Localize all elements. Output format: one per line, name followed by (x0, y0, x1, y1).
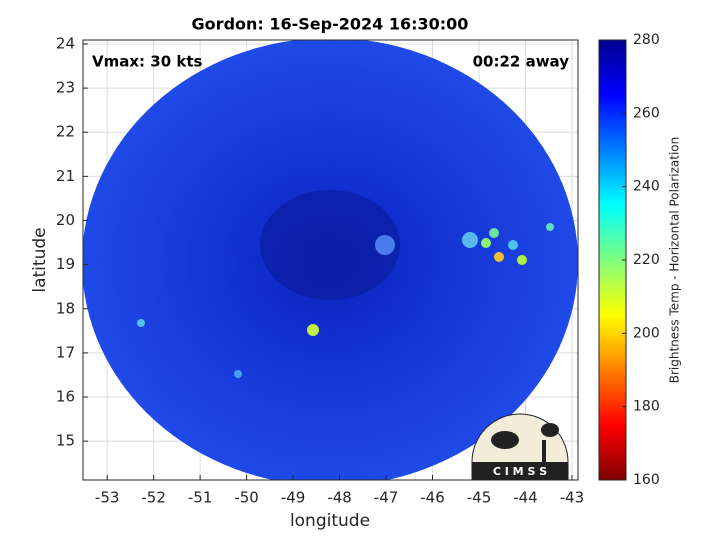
satellite-image (83, 40, 578, 480)
chart-title: Gordon: 16-Sep-2024 16:30:00 (192, 15, 469, 34)
plot-frame (82, 39, 579, 481)
colorbar-tick-label: 280 (633, 32, 660, 48)
x-tick-label: -50 (234, 489, 259, 507)
storm-core (260, 190, 400, 300)
y-tick-label: 23 (56, 79, 75, 97)
y-tick-label: 18 (56, 299, 75, 317)
colorbar-tick-label: 200 (633, 325, 660, 341)
colorbar-tick-label: 180 (633, 399, 660, 415)
x-tick-label: -46 (420, 489, 445, 507)
y-tick-label: 21 (56, 167, 75, 185)
x-tick-label: -49 (281, 489, 306, 507)
y-tick-label: 15 (56, 432, 75, 450)
x-tick-label: -44 (513, 489, 538, 507)
cimss-logo: C I M S S (471, 413, 569, 481)
colorbar (598, 39, 627, 481)
y-tick-label: 20 (56, 211, 75, 229)
x-tick-label: -45 (467, 489, 492, 507)
colorbar-tick-label: 220 (633, 252, 660, 268)
y-tick-label: 17 (56, 343, 75, 361)
y-axis-label: latitude (30, 227, 50, 292)
logo-text: C I M S S (493, 465, 547, 478)
x-tick-label: -53 (95, 489, 120, 507)
annotation: 00:22 away (473, 53, 570, 71)
annotation: Vmax: 30 kts (92, 53, 202, 71)
x-tick-label: -48 (327, 489, 352, 507)
x-tick-label: -51 (188, 489, 213, 507)
x-tick-label: -43 (560, 489, 585, 507)
warm-spots (137, 223, 554, 378)
x-tick-label: -52 (141, 489, 166, 507)
colorbar-label: Brightness Temp - Horizontal Polarizatio… (668, 137, 682, 384)
colorbar-tick-label: 160 (633, 472, 660, 488)
colorbar-tick-label: 260 (633, 105, 660, 121)
y-tick-label: 19 (56, 255, 75, 273)
colorbar-tick-label: 240 (633, 179, 660, 195)
x-axis-label: longitude (290, 511, 370, 531)
x-tick-label: -47 (374, 489, 399, 507)
y-tick-label: 16 (56, 388, 75, 406)
y-tick-label: 24 (56, 34, 75, 52)
y-tick-label: 22 (56, 123, 75, 141)
